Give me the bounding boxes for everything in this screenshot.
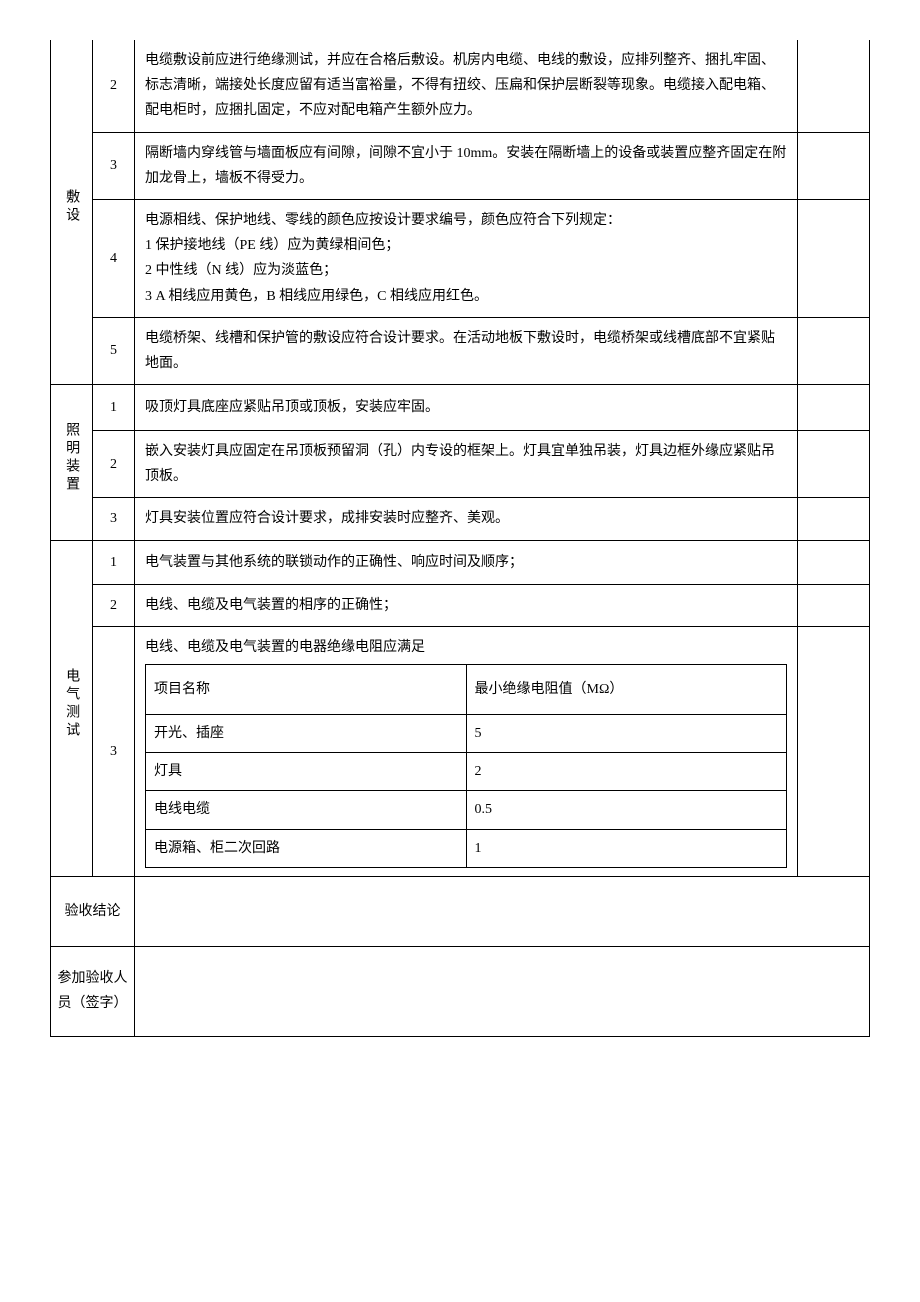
row-num: 4 [93, 199, 135, 317]
row-content: 吸顶灯具底座应紧贴吊顶或顶板，安装应牢固。 [135, 385, 798, 431]
conclusion-label: 验收结论 [51, 876, 135, 946]
row-result [798, 132, 870, 199]
row-num: 2 [93, 431, 135, 498]
inner-header: 项目名称 [146, 665, 467, 715]
row-result [798, 540, 870, 584]
section-label-lighting: 照明装置 [51, 385, 93, 541]
row-content: 隔断墙内穿线管与墙面板应有间隙，间隙不宜小于 10mm。安装在隔断墙上的设备或装… [135, 132, 798, 199]
row-result [798, 40, 870, 132]
row-num: 1 [93, 540, 135, 584]
inner-cell: 开光、插座 [146, 715, 467, 753]
inner-cell: 0.5 [466, 791, 787, 829]
row-num: 2 [93, 40, 135, 132]
conclusion-value [135, 876, 870, 946]
section-label-electrical: 电气测试 [51, 540, 93, 876]
row-content: 电气装置与其他系统的联锁动作的正确性、响应时间及顺序； [135, 540, 798, 584]
row-num: 5 [93, 317, 135, 384]
row-num: 3 [93, 626, 135, 876]
inner-cell: 电源箱、柜二次回路 [146, 829, 467, 867]
section-label-laying: 敷设 [51, 40, 93, 385]
row-result [798, 199, 870, 317]
row-num: 3 [93, 498, 135, 540]
row-num: 2 [93, 584, 135, 626]
row-content: 电缆桥架、线槽和保护管的敷设应符合设计要求。在活动地板下敷设时，电缆桥架或线槽底… [135, 317, 798, 384]
inner-cell: 5 [466, 715, 787, 753]
inspection-table: 敷设 2 电缆敷设前应进行绝缘测试，并应在合格后敷设。机房内电缆、电线的敷设，应… [50, 40, 870, 1037]
inner-cell: 灯具 [146, 753, 467, 791]
row-result [798, 385, 870, 431]
participants-label: 参加验收人员（签字） [51, 946, 135, 1036]
row-result [798, 626, 870, 876]
inner-cell: 电线电缆 [146, 791, 467, 829]
row-content: 电缆敷设前应进行绝缘测试，并应在合格后敷设。机房内电缆、电线的敷设，应排列整齐、… [135, 40, 798, 132]
row-result [798, 317, 870, 384]
row-result [798, 584, 870, 626]
row-result [798, 431, 870, 498]
participants-value [135, 946, 870, 1036]
inner-header: 最小绝缘电阻值（MΩ） [466, 665, 787, 715]
row-content: 电线、电缆及电气装置的相序的正确性； [135, 584, 798, 626]
inner-cell: 2 [466, 753, 787, 791]
row3-intro: 电线、电缆及电气装置的电器绝缘电阻应满足 [145, 635, 787, 660]
row-content: 嵌入安装灯具应固定在吊顶板预留洞（孔）内专设的框架上。灯具宜单独吊装，灯具边框外… [135, 431, 798, 498]
row-content-with-table: 电线、电缆及电气装置的电器绝缘电阻应满足 项目名称 最小绝缘电阻值（MΩ） 开光… [135, 626, 798, 876]
insulation-table: 项目名称 最小绝缘电阻值（MΩ） 开光、插座 5 灯具 2 电线电缆 0.5 电… [145, 664, 787, 868]
row-num: 3 [93, 132, 135, 199]
row-content: 电源相线、保护地线、零线的颜色应按设计要求编号，颜色应符合下列规定： 1 保护接… [135, 199, 798, 317]
row-content: 灯具安装位置应符合设计要求，成排安装时应整齐、美观。 [135, 498, 798, 540]
inner-cell: 1 [466, 829, 787, 867]
row-result [798, 498, 870, 540]
row-num: 1 [93, 385, 135, 431]
